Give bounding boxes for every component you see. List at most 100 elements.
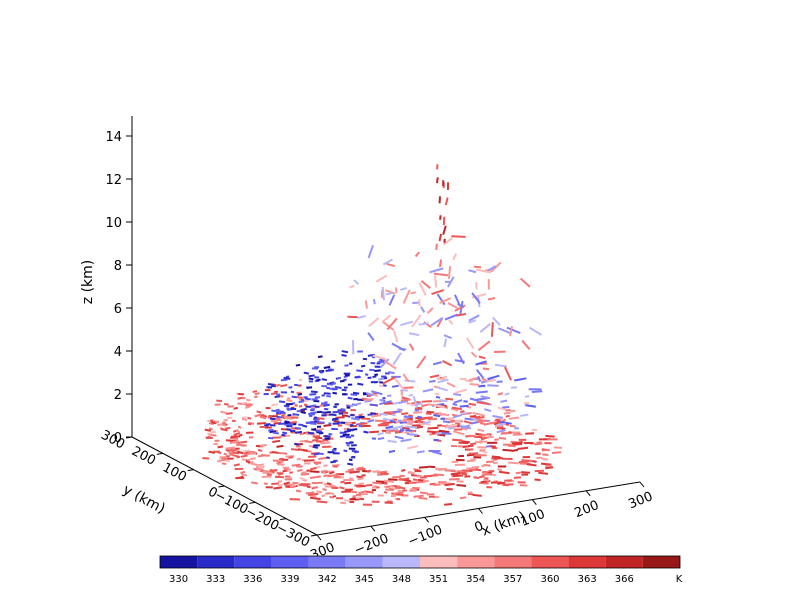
- data-segment: [273, 486, 283, 490]
- data-segment: [399, 486, 406, 490]
- data-segment: [401, 419, 407, 422]
- data-segment: [446, 381, 456, 388]
- data-segment: [479, 433, 490, 437]
- data-segment: [482, 367, 490, 371]
- data-segment: [340, 475, 345, 479]
- data-segment: [283, 404, 290, 408]
- x-tick: [370, 525, 376, 532]
- data-segment: [553, 446, 563, 449]
- data-segment: [312, 417, 319, 421]
- data-segment: [423, 420, 431, 425]
- colorbar-swatch: [345, 556, 383, 568]
- data-segment: [475, 390, 488, 394]
- data-segment: [306, 485, 311, 489]
- data-segment: [464, 417, 474, 421]
- data-segment: [317, 355, 323, 359]
- data-segment: [427, 426, 439, 430]
- data-segment: [367, 332, 375, 341]
- data-segment: [312, 427, 317, 431]
- data-segment: [383, 479, 394, 483]
- data-segment: [486, 378, 497, 383]
- data-segment: [497, 468, 503, 471]
- data-segment: [221, 462, 227, 465]
- data-segment: [358, 413, 364, 417]
- data-segment: [481, 450, 488, 454]
- data-segment: [360, 364, 366, 368]
- data-points: [202, 164, 563, 506]
- data-segment: [468, 314, 480, 322]
- data-segment: [404, 425, 418, 429]
- data-segment: [344, 481, 352, 485]
- data-segment: [300, 411, 307, 415]
- x-tick: [531, 499, 537, 505]
- data-segment: [313, 452, 319, 456]
- data-segment: [318, 456, 328, 461]
- data-segment: [385, 425, 394, 430]
- data-segment: [387, 439, 397, 444]
- data-segment: [383, 491, 388, 494]
- data-segment: [217, 445, 224, 449]
- data-segment: [478, 384, 486, 388]
- x-tick: [639, 481, 645, 488]
- data-segment: [496, 428, 506, 434]
- data-segment: [247, 422, 252, 426]
- data-segment: [233, 463, 240, 467]
- data-segment: [298, 378, 303, 382]
- data-segment: [248, 421, 255, 425]
- data-segment: [244, 405, 250, 409]
- data-segment: [382, 376, 397, 385]
- data-segment: [277, 459, 284, 464]
- data-segment: [498, 436, 507, 440]
- data-segment: [245, 460, 251, 464]
- data-segment: [303, 371, 310, 375]
- data-segment: [401, 412, 409, 416]
- data-segment: [432, 361, 443, 366]
- data-segment: [438, 429, 450, 434]
- data-segment: [223, 418, 228, 422]
- data-segment: [475, 440, 483, 444]
- data-segment: [368, 317, 380, 328]
- data-segment: [420, 306, 426, 313]
- data-segment: [435, 432, 443, 435]
- colorbar-tick-label: 336: [243, 574, 262, 585]
- data-segment: [426, 307, 434, 314]
- data-segment: [369, 403, 379, 407]
- data-segment: [452, 402, 458, 407]
- data-segment: [461, 440, 470, 444]
- data-segment: [342, 414, 348, 417]
- data-segment: [393, 330, 399, 343]
- data-segment: [439, 297, 452, 305]
- data-segment: [268, 428, 274, 432]
- data-segment: [406, 422, 412, 426]
- x-tick: [316, 534, 322, 541]
- data-segment: [377, 437, 385, 440]
- data-segment: [280, 383, 288, 388]
- data-segment: [375, 274, 388, 283]
- data-segment: [272, 431, 279, 435]
- data-segment: [481, 473, 493, 477]
- data-segment: [372, 375, 377, 378]
- data-segment: [388, 449, 396, 454]
- data-segment: [434, 392, 440, 396]
- data-segment: [470, 442, 477, 446]
- data-segment: [385, 289, 396, 295]
- data-segment: [255, 466, 262, 470]
- data-segment: [444, 503, 453, 506]
- x-tick-label: −100: [406, 522, 445, 549]
- data-segment: [310, 404, 316, 408]
- data-segment: [494, 424, 504, 428]
- data-segment: [225, 412, 233, 415]
- z-tick-label: 12: [105, 173, 122, 188]
- data-segment: [457, 303, 465, 309]
- data-segment: [419, 491, 428, 495]
- data-segment: [468, 319, 477, 324]
- data-segment: [349, 284, 355, 289]
- data-segment: [291, 463, 301, 467]
- data-segment: [392, 491, 404, 495]
- data-segment: [298, 404, 303, 408]
- data-segment: [334, 385, 342, 390]
- data-segment: [378, 377, 385, 381]
- data-segment: [403, 415, 414, 419]
- data-segment: [508, 416, 520, 420]
- colorbar-tick-label: 342: [318, 574, 337, 585]
